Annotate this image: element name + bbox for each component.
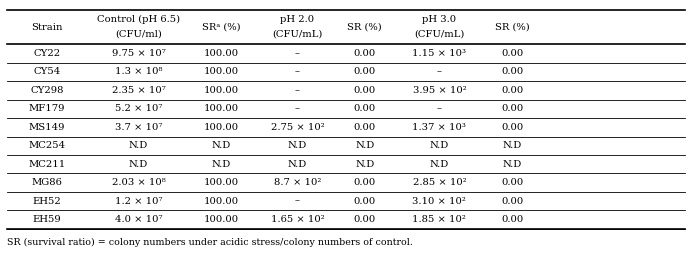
Text: 100.00: 100.00 (204, 104, 239, 113)
Text: SR (%): SR (%) (495, 23, 529, 32)
Text: N.D: N.D (502, 160, 522, 169)
Text: –: – (437, 67, 442, 76)
Text: (CFU/mL): (CFU/mL) (415, 30, 464, 38)
Text: 0.00: 0.00 (501, 49, 523, 58)
Text: 0.00: 0.00 (354, 197, 376, 206)
Text: CY54: CY54 (33, 67, 61, 76)
Text: N.D: N.D (430, 160, 449, 169)
Text: N.D: N.D (355, 141, 374, 150)
Text: 1.15 × 10³: 1.15 × 10³ (412, 49, 466, 58)
Text: N.D: N.D (355, 160, 374, 169)
Text: 0.00: 0.00 (501, 215, 523, 224)
Text: 100.00: 100.00 (204, 86, 239, 95)
Text: 1.2 × 10⁷: 1.2 × 10⁷ (115, 197, 162, 206)
Text: –: – (295, 104, 300, 113)
Text: –: – (295, 86, 300, 95)
Text: 0.00: 0.00 (501, 86, 523, 95)
Text: pH 2.0: pH 2.0 (280, 15, 315, 24)
Text: CY298: CY298 (30, 86, 64, 95)
Text: Control (pH 6.5): Control (pH 6.5) (97, 15, 180, 24)
Text: 0.00: 0.00 (354, 215, 376, 224)
Text: 0.00: 0.00 (501, 197, 523, 206)
Text: –: – (295, 49, 300, 58)
Text: MC211: MC211 (28, 160, 66, 169)
Text: 1.37 × 10³: 1.37 × 10³ (412, 123, 466, 132)
Text: 100.00: 100.00 (204, 67, 239, 76)
Text: 0.00: 0.00 (354, 104, 376, 113)
Text: CY22: CY22 (33, 49, 61, 58)
Text: N.D: N.D (430, 141, 449, 150)
Text: 100.00: 100.00 (204, 178, 239, 187)
Text: MS149: MS149 (29, 123, 65, 132)
Text: 100.00: 100.00 (204, 197, 239, 206)
Text: 100.00: 100.00 (204, 49, 239, 58)
Text: N.D: N.D (212, 160, 231, 169)
Text: MC254: MC254 (28, 141, 66, 150)
Text: SR (%): SR (%) (347, 23, 382, 32)
Text: EH52: EH52 (33, 197, 62, 206)
Text: 2.35 × 10⁷: 2.35 × 10⁷ (111, 86, 165, 95)
Text: –: – (437, 104, 442, 113)
Text: N.D: N.D (129, 141, 148, 150)
Text: 0.00: 0.00 (354, 123, 376, 132)
Text: 100.00: 100.00 (204, 123, 239, 132)
Text: 1.65 × 10²: 1.65 × 10² (271, 215, 325, 224)
Text: N.D: N.D (129, 160, 148, 169)
Text: 2.03 × 10⁸: 2.03 × 10⁸ (111, 178, 165, 187)
Text: 4.0 × 10⁷: 4.0 × 10⁷ (115, 215, 162, 224)
Text: 100.00: 100.00 (204, 215, 239, 224)
Text: 1.85 × 10²: 1.85 × 10² (412, 215, 466, 224)
Text: 0.00: 0.00 (354, 49, 376, 58)
Text: 9.75 × 10⁷: 9.75 × 10⁷ (111, 49, 165, 58)
Text: N.D: N.D (288, 141, 307, 150)
Text: –: – (295, 67, 300, 76)
Text: 5.2 × 10⁷: 5.2 × 10⁷ (115, 104, 162, 113)
Text: 0.00: 0.00 (501, 104, 523, 113)
Text: 0.00: 0.00 (354, 67, 376, 76)
Text: 2.85 × 10²: 2.85 × 10² (412, 178, 466, 187)
Text: (CFU/ml): (CFU/ml) (115, 30, 162, 38)
Text: 0.00: 0.00 (501, 178, 523, 187)
Text: 1.3 × 10⁸: 1.3 × 10⁸ (115, 67, 162, 76)
Text: 0.00: 0.00 (501, 67, 523, 76)
Text: 0.00: 0.00 (501, 123, 523, 132)
Text: 3.7 × 10⁷: 3.7 × 10⁷ (115, 123, 162, 132)
Text: SR (survival ratio) = colony numbers under acidic stress/colony numbers of contr: SR (survival ratio) = colony numbers und… (7, 238, 413, 247)
Text: 3.10 × 10²: 3.10 × 10² (412, 197, 466, 206)
Text: 8.7 × 10²: 8.7 × 10² (274, 178, 321, 187)
Text: MG86: MG86 (32, 178, 62, 187)
Text: 0.00: 0.00 (354, 178, 376, 187)
Text: (CFU/mL): (CFU/mL) (273, 30, 322, 38)
Text: –: – (295, 197, 300, 206)
Text: 0.00: 0.00 (354, 86, 376, 95)
Text: N.D: N.D (212, 141, 231, 150)
Text: 2.75 × 10²: 2.75 × 10² (271, 123, 325, 132)
Text: N.D: N.D (288, 160, 307, 169)
Text: N.D: N.D (502, 141, 522, 150)
Text: MF179: MF179 (29, 104, 65, 113)
Text: pH 3.0: pH 3.0 (422, 15, 457, 24)
Text: 3.95 × 10²: 3.95 × 10² (412, 86, 466, 95)
Text: Strain: Strain (31, 23, 63, 32)
Text: SRᵃ (%): SRᵃ (%) (202, 23, 241, 32)
Text: EH59: EH59 (33, 215, 62, 224)
